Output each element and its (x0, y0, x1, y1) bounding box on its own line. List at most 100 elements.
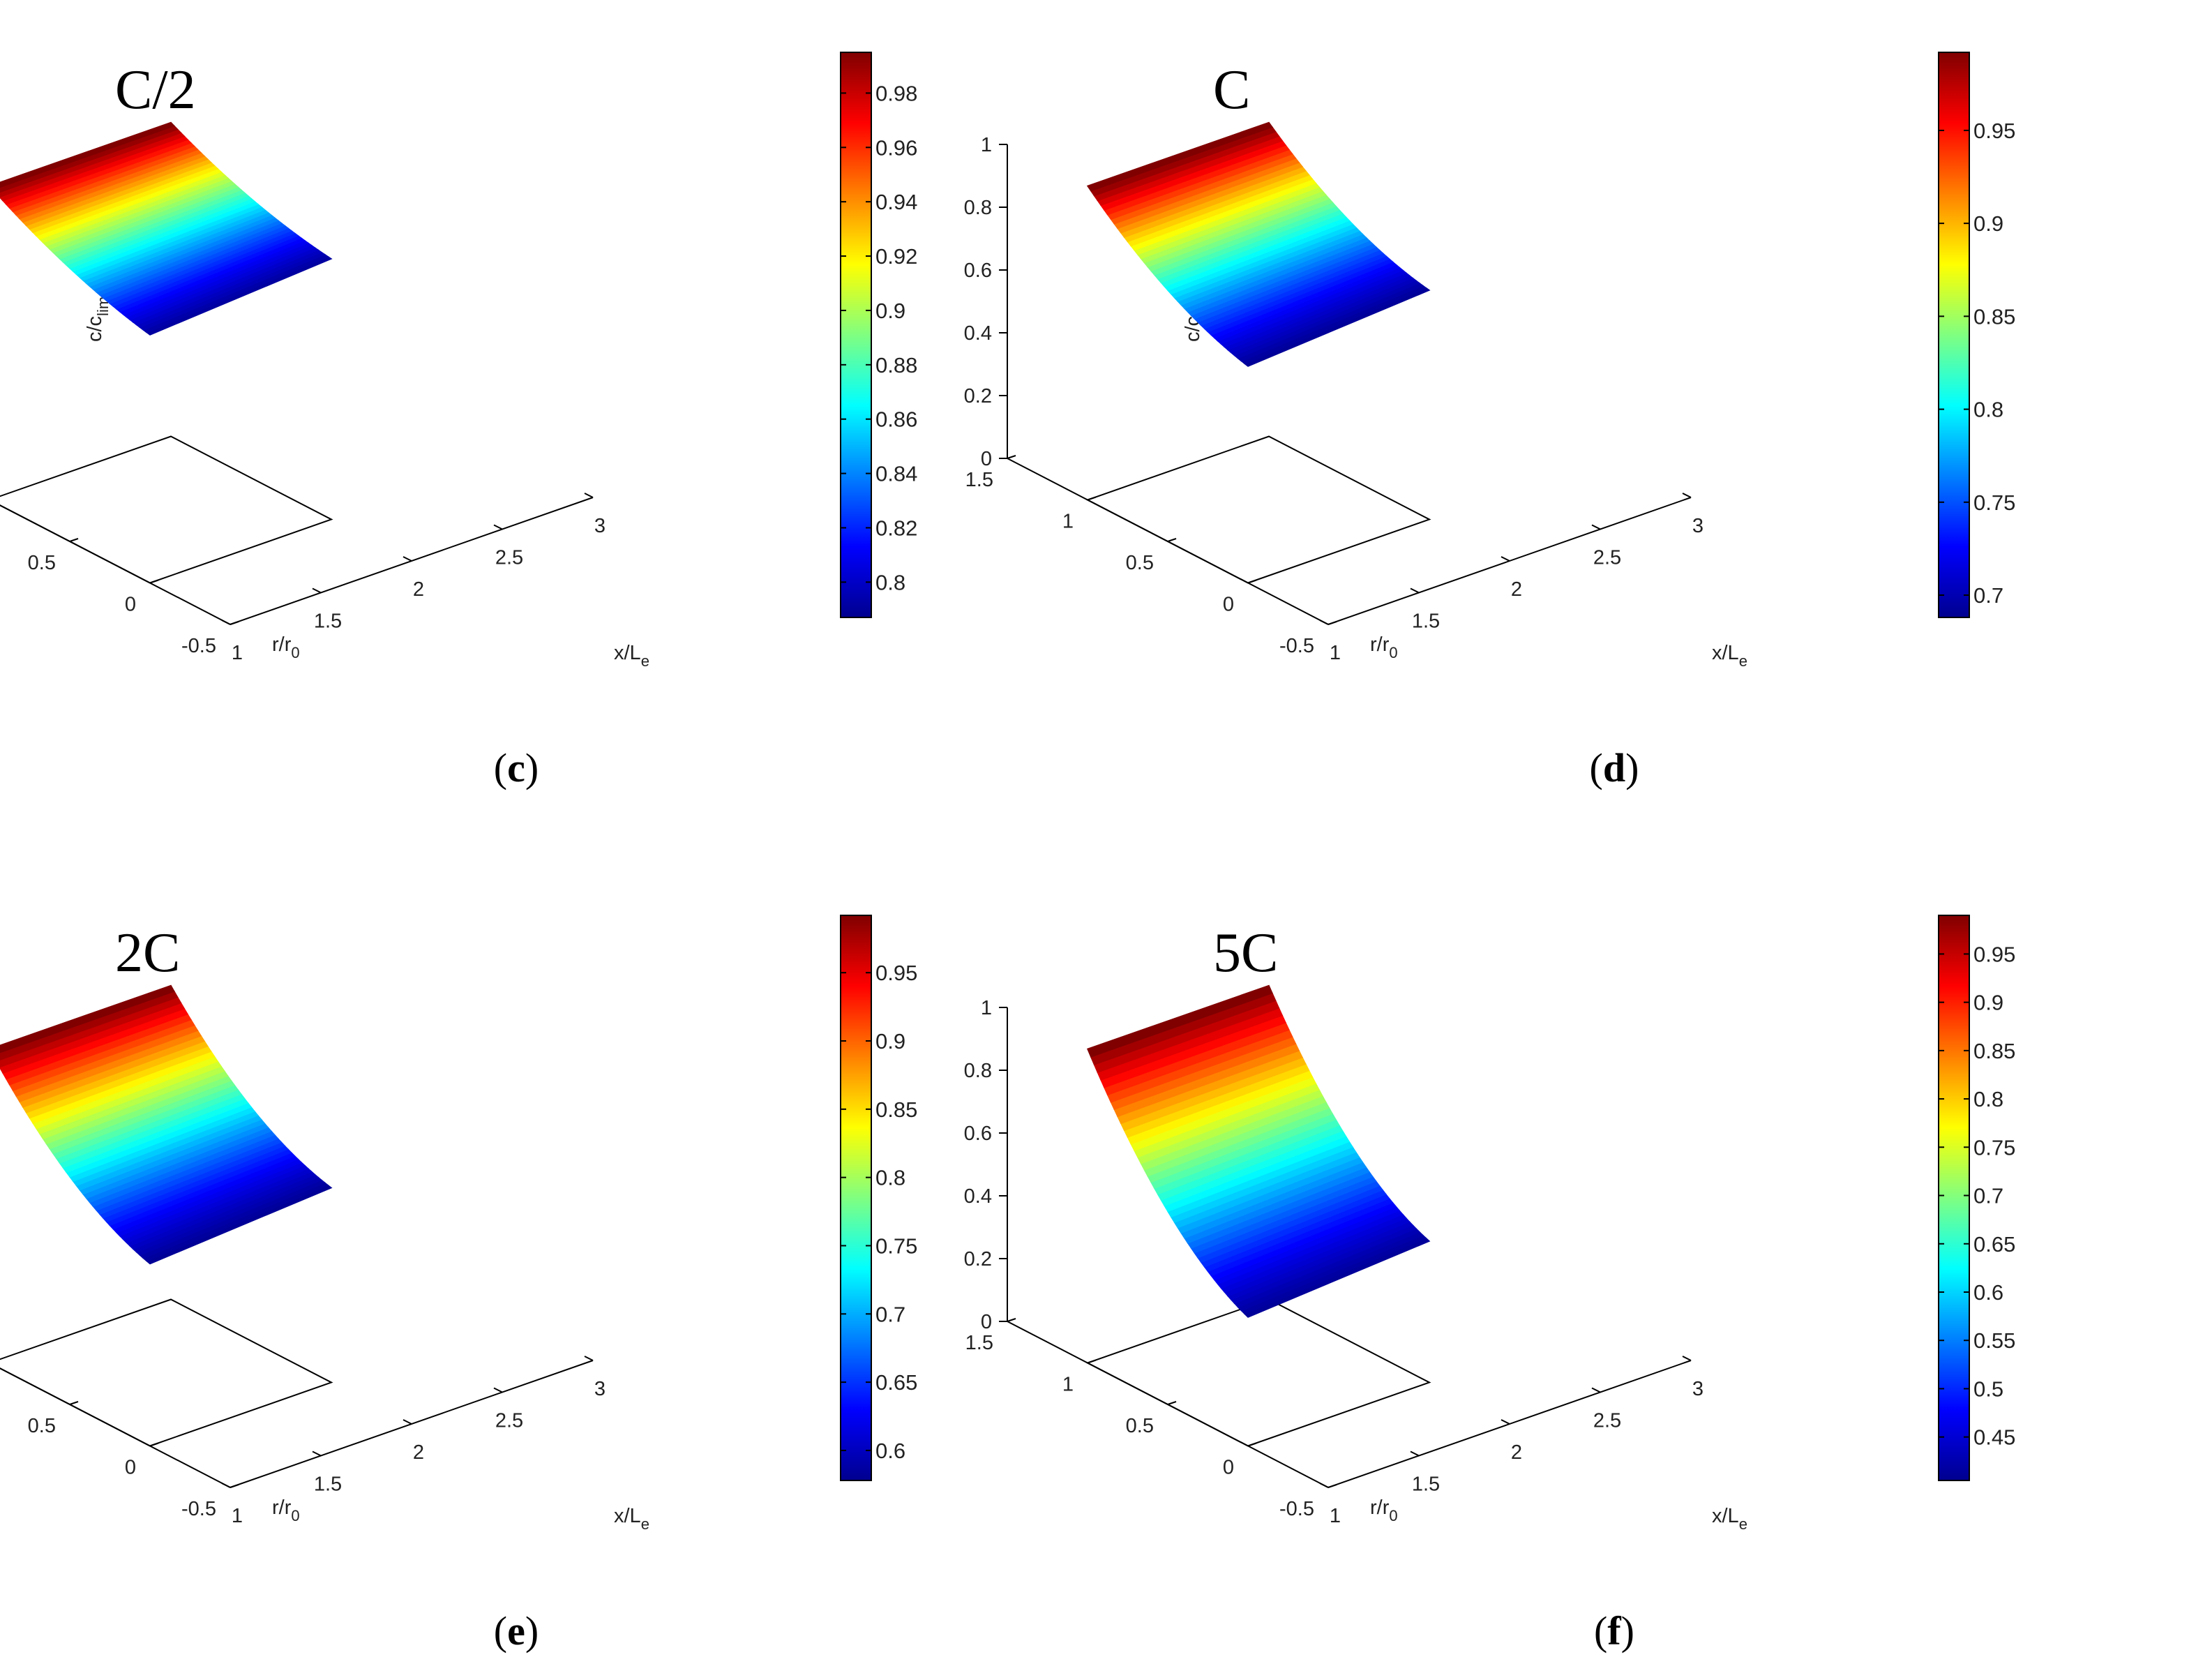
y-axis-label-subscript: 0 (1389, 644, 1397, 661)
colorbar-tick-label: 0.75 (1973, 490, 2015, 515)
y-tick-mark (230, 1484, 239, 1488)
z-tick-label: 1 (981, 997, 992, 1019)
y-tick-label: 0 (1223, 1457, 1234, 1479)
x-tick-mark (221, 620, 231, 625)
x-tick-label: 1 (232, 642, 243, 664)
z-tick-label: 0.6 (964, 260, 992, 282)
y-tick-label: 0.5 (28, 552, 56, 574)
surface (0, 121, 333, 336)
caption-close: ) (1625, 745, 1639, 790)
colorbar-tick-label: 0.8 (875, 570, 905, 594)
z-tick-label: 0.6 (964, 1123, 992, 1145)
x-tick-mark (1591, 524, 1601, 530)
y-tick-mark (69, 538, 79, 542)
panel-caption: (e) (494, 1608, 539, 1653)
y-axis-label-subscript: 0 (1389, 1507, 1397, 1524)
x-tick-label: 2.5 (1593, 1410, 1621, 1432)
y-tick-label: 1 (1062, 1374, 1074, 1396)
x-tick-label: 3 (1692, 1378, 1704, 1400)
floor-outline (0, 1298, 333, 1447)
caption-letter: f (1607, 1608, 1621, 1653)
colorbar-tick-label: 0.65 (875, 1370, 917, 1395)
colorbar-tick-label: 0.45 (1973, 1425, 2015, 1450)
colorbar-tick-label: 0.82 (875, 516, 917, 540)
y-axis-label-subscript: 0 (291, 1507, 299, 1524)
y-tick-label: -0.5 (181, 1498, 216, 1520)
x-tick-label: 3 (594, 515, 606, 537)
x-tick-mark (1319, 1483, 1329, 1488)
x-tick-mark (584, 1356, 594, 1361)
caption-letter: d (1603, 745, 1625, 790)
x-tick-label: 1 (1330, 1505, 1341, 1527)
colorbar-tick-label: 0.85 (875, 1097, 917, 1122)
x-tick-mark (1410, 587, 1420, 594)
colorbar (1938, 52, 1970, 618)
rate-label: C/2 (115, 59, 196, 121)
x-tick-label: 3 (1692, 515, 1704, 537)
caption-open: ( (494, 745, 507, 790)
y-tick-label: 0.5 (1126, 552, 1154, 574)
z-axis-label: c/clim (84, 297, 112, 342)
y-axis-line (0, 504, 231, 625)
y-tick-label: 1.5 (965, 469, 993, 491)
x-tick-mark (1682, 493, 1692, 498)
y-tick-label: 0 (1223, 594, 1234, 616)
colorbar-tick-label: 0.8 (1973, 1087, 2003, 1111)
surface (1086, 121, 1431, 367)
colorbar (1938, 915, 1970, 1481)
x-tick-label: 3 (594, 1378, 606, 1400)
colorbar-tick-label: 0.6 (1973, 1280, 2003, 1305)
caption-letter: e (507, 1608, 525, 1653)
colorbar-tick-label: 0.7 (875, 1302, 905, 1326)
x-tick-label: 1.5 (314, 1473, 342, 1496)
panel-caption: (c) (494, 745, 539, 790)
z-tick-label: 0 (981, 448, 992, 470)
y-axis-label: r/r0 (272, 1497, 300, 1524)
panel-caption: (d) (1590, 745, 1639, 790)
colorbar-tick-label: 0.7 (1973, 583, 2003, 608)
floor-outline (0, 435, 333, 584)
colorbar (840, 52, 872, 618)
x-tick-label: 1 (1330, 642, 1341, 664)
surface (0, 984, 333, 1265)
surface (1086, 984, 1431, 1318)
caption-close: ) (525, 1608, 539, 1653)
x-tick-label: 2 (1511, 578, 1522, 601)
y-tick-mark (1007, 455, 1016, 459)
surface-strip (1086, 984, 1273, 1058)
x-axis-label: x/Le (1712, 642, 1747, 670)
x-tick-label: 2 (413, 578, 424, 601)
caption-close: ) (1621, 1608, 1634, 1653)
x-axis-label: x/Le (614, 1505, 649, 1533)
surface-strip (0, 121, 176, 188)
rate-label: C (1213, 59, 1250, 121)
colorbar-tick-label: 0.75 (875, 1233, 917, 1258)
colorbar-tick-label: 0.65 (1973, 1232, 2015, 1257)
y-axis-label: r/r0 (1370, 1497, 1398, 1524)
colorbar-tick-label: 0.96 (875, 135, 917, 160)
x-axis-label: x/Le (1712, 1505, 1747, 1533)
colorbar-tick-label: 0.8 (1973, 398, 2003, 422)
x-tick-label: 1.5 (314, 610, 342, 633)
z-tick-label: 0.8 (964, 197, 992, 219)
x-axis-label: x/Le (614, 642, 649, 670)
x-tick-mark (584, 493, 594, 498)
x-tick-mark (312, 587, 322, 594)
x-tick-label: 2.5 (495, 547, 523, 569)
caption-open: ( (494, 1608, 507, 1653)
x-tick-mark (1591, 1387, 1601, 1393)
x-axis-label-subscript: e (641, 652, 649, 670)
colorbar-tick-label: 0.98 (875, 81, 917, 105)
panel-caption: (f) (1594, 1608, 1634, 1653)
y-axis-label-subscript: 0 (291, 644, 299, 661)
y-tick-mark (1007, 1318, 1016, 1322)
x-tick-label: 2.5 (495, 1410, 523, 1432)
y-tick-label: -0.5 (1279, 635, 1314, 657)
chart-panel: 11.522.53-0.500.511.500.20.40.60.81x/Ler… (0, 915, 917, 1653)
y-tick-mark (69, 1401, 79, 1405)
colorbar-tick-label: 0.94 (875, 190, 917, 214)
y-tick-label: 0 (125, 1457, 136, 1479)
z-tick-label: 0.2 (964, 385, 992, 407)
y-tick-label: 0.5 (1126, 1415, 1154, 1437)
rate-label: 2C (115, 922, 180, 984)
